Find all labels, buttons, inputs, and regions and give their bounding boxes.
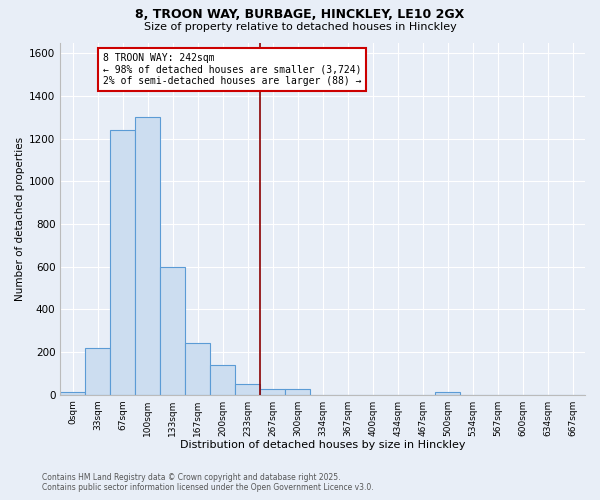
Bar xyxy=(185,344,210,394)
Text: Contains HM Land Registry data © Crown copyright and database right 2025.
Contai: Contains HM Land Registry data © Crown c… xyxy=(42,473,374,492)
Bar xyxy=(110,130,135,394)
Text: Size of property relative to detached houses in Hinckley: Size of property relative to detached ho… xyxy=(143,22,457,32)
Bar xyxy=(210,364,235,394)
Bar xyxy=(435,392,460,394)
Bar xyxy=(235,384,260,394)
Bar xyxy=(285,390,310,394)
Bar xyxy=(85,348,110,395)
Text: 8 TROON WAY: 242sqm
← 98% of detached houses are smaller (3,724)
2% of semi-deta: 8 TROON WAY: 242sqm ← 98% of detached ho… xyxy=(103,53,361,86)
Bar xyxy=(60,392,85,394)
Text: 8, TROON WAY, BURBAGE, HINCKLEY, LE10 2GX: 8, TROON WAY, BURBAGE, HINCKLEY, LE10 2G… xyxy=(136,8,464,20)
Y-axis label: Number of detached properties: Number of detached properties xyxy=(15,136,25,300)
Bar xyxy=(260,388,285,394)
X-axis label: Distribution of detached houses by size in Hinckley: Distribution of detached houses by size … xyxy=(180,440,466,450)
Bar xyxy=(135,117,160,394)
Bar xyxy=(160,266,185,394)
